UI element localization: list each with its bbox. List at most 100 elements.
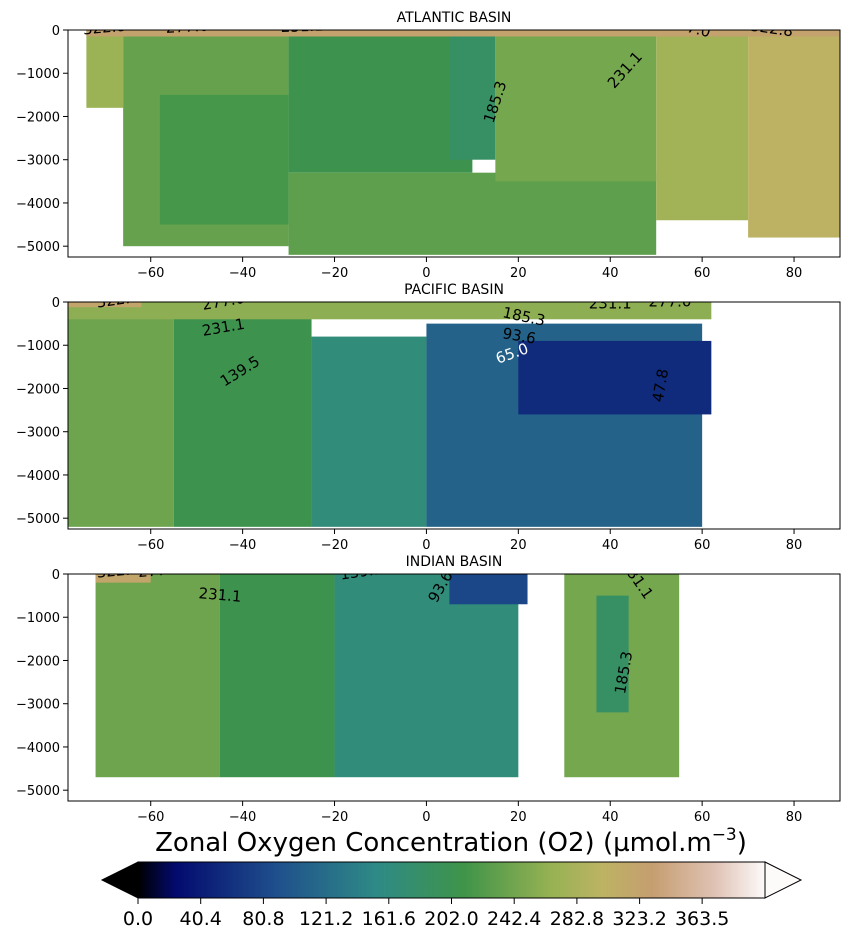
x-tick-label: −20 <box>321 810 348 825</box>
panel-0: 322.8 277.0 231.1 277.0 322.8185.3231.1ATLAN… <box>16 10 841 281</box>
x-tick-label: 40 <box>602 538 619 553</box>
x-tick-label: 60 <box>694 538 711 553</box>
colorbar-tick-label: 161.6 <box>362 908 416 930</box>
contour-label: 277.0 <box>648 292 691 310</box>
y-tick-label: −2000 <box>16 382 60 397</box>
heatmap-cell <box>95 574 151 583</box>
x-tick-label: 80 <box>786 810 803 825</box>
x-tick-label: 0 <box>422 810 430 825</box>
y-tick-label: −4000 <box>16 469 60 484</box>
contour-label: 93.6 <box>501 324 537 348</box>
y-tick-label: −5000 <box>16 240 60 255</box>
heatmap-cell <box>173 302 312 527</box>
colorbar-extend-high <box>764 861 803 899</box>
colorbar-tick-label: 80.8 <box>242 908 284 930</box>
x-tick-label: 40 <box>602 266 619 281</box>
x-tick-label: 20 <box>510 266 527 281</box>
x-tick-label: 0 <box>422 538 430 553</box>
heatmap-cell <box>95 574 220 778</box>
colorbar-tick-label: 40.4 <box>180 908 222 930</box>
x-tick-label: −60 <box>137 810 164 825</box>
contour-label: 231.1 <box>280 17 324 36</box>
colorbar-tick-label: 323.2 <box>612 908 666 930</box>
contour-label: 322.8 <box>82 17 126 39</box>
y-tick-label: −2000 <box>16 110 60 125</box>
heatmap-cell <box>159 94 289 225</box>
contour-label: 47.8 <box>649 367 673 403</box>
contour-label: 322.8 <box>749 17 794 41</box>
y-tick-label: −1000 <box>16 67 60 82</box>
axes-frame <box>67 301 841 530</box>
heatmap-cell <box>748 30 840 238</box>
x-tick-label: 0 <box>422 266 430 281</box>
y-tick-label: −4000 <box>16 741 60 756</box>
colorbar-tick-label: 0.0 <box>123 908 153 930</box>
x-tick-label: 40 <box>602 810 619 825</box>
colorbar-body <box>137 861 766 899</box>
x-tick-label: −40 <box>229 810 256 825</box>
x-tick-label: −20 <box>321 538 348 553</box>
panel-title: ATLANTIC BASIN <box>397 10 512 26</box>
x-tick-label: 80 <box>786 538 803 553</box>
x-tick-label: −40 <box>229 266 256 281</box>
y-tick-label: −3000 <box>16 698 60 713</box>
x-tick-label: −60 <box>137 538 164 553</box>
y-tick-label: −5000 <box>16 784 60 799</box>
y-tick-label: −3000 <box>16 426 60 441</box>
heatmap-cell <box>86 30 124 108</box>
heatmap-cell <box>86 30 840 37</box>
heatmap-cell <box>219 574 335 778</box>
axes-frame <box>67 573 841 802</box>
y-tick-label: −1000 <box>16 611 60 626</box>
y-tick-label: −1000 <box>16 339 60 354</box>
heatmap-cell <box>288 172 657 255</box>
contour-label: 277.0 <box>165 17 209 37</box>
y-tick-label: −4000 <box>16 197 60 212</box>
heatmap-cell <box>334 574 519 778</box>
heatmap-cell <box>311 336 427 527</box>
contour-label: 277.0 <box>137 559 181 581</box>
contour-label: 322.8 <box>95 288 140 312</box>
panel-title: PACIFIC BASIN <box>404 282 504 298</box>
heatmap-cell <box>495 30 657 182</box>
x-tick-label: −20 <box>321 266 348 281</box>
x-tick-label: −60 <box>137 266 164 281</box>
colorbar: Zonal Oxygen Concentration (O2) (µmol.m−… <box>100 825 803 930</box>
y-tick-label: 0 <box>52 296 60 311</box>
x-tick-label: 60 <box>694 810 711 825</box>
colorbar-title: Zonal Oxygen Concentration (O2) (µmol.m−… <box>155 825 747 858</box>
heatmap-cell <box>68 302 142 308</box>
colorbar-tick-label: 202.0 <box>424 908 478 930</box>
y-tick-label: −3000 <box>16 154 60 169</box>
contour-label: 322.8 <box>96 560 140 582</box>
panel-title: INDIAN BASIN <box>406 554 503 570</box>
heatmap-cell <box>68 302 174 527</box>
heatmap-cell <box>68 302 712 320</box>
colorbar-extend-low <box>100 861 139 899</box>
heatmap-cell <box>596 595 629 713</box>
y-tick-label: 0 <box>52 568 60 583</box>
axes-frame <box>67 29 841 258</box>
x-tick-label: 20 <box>510 538 527 553</box>
contour-label: 277.0 <box>201 289 246 314</box>
y-tick-label: −5000 <box>16 512 60 527</box>
contour-label: 231.1 <box>589 294 632 312</box>
y-tick-label: −2000 <box>16 654 60 669</box>
contour-label: 277.0 <box>667 13 713 41</box>
colorbar-tick-label: 363.5 <box>675 908 729 930</box>
contour-label: 139.5 <box>339 560 384 584</box>
colorbar-tick-label: 242.4 <box>487 908 541 930</box>
x-tick-label: 80 <box>786 266 803 281</box>
heatmap-cell <box>656 30 749 221</box>
y-tick-label: 0 <box>52 24 60 39</box>
colorbar-tick-label: 121.2 <box>299 908 353 930</box>
heatmap-cell <box>449 574 528 605</box>
x-tick-label: 20 <box>510 810 527 825</box>
colorbar-tick-label: 282.8 <box>550 908 604 930</box>
x-tick-label: 60 <box>694 266 711 281</box>
